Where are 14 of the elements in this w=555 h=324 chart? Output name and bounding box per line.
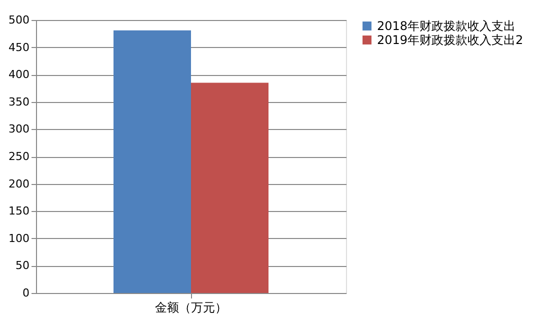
y-tick-label: 50: [16, 259, 30, 272]
y-tick-label: 200: [8, 177, 30, 190]
legend-label: 2018年财政拨款收入支出: [377, 19, 516, 33]
legend-label: 2019年财政拨款收入支出2: [377, 33, 524, 47]
y-tick-label: 300: [8, 122, 30, 136]
y-tick-label: 100: [8, 232, 30, 245]
y-tick-label: 500: [8, 14, 30, 26]
y-tick-label: 0: [22, 286, 30, 300]
y-tick-label: 400: [8, 68, 30, 82]
y-tick-label: 450: [8, 40, 30, 54]
x-tick-label: 金额（万元）: [155, 300, 227, 314]
y-tick-label: 350: [8, 95, 30, 108]
y-tick-label: 250: [8, 150, 30, 163]
y-tick-label: 150: [8, 204, 30, 218]
